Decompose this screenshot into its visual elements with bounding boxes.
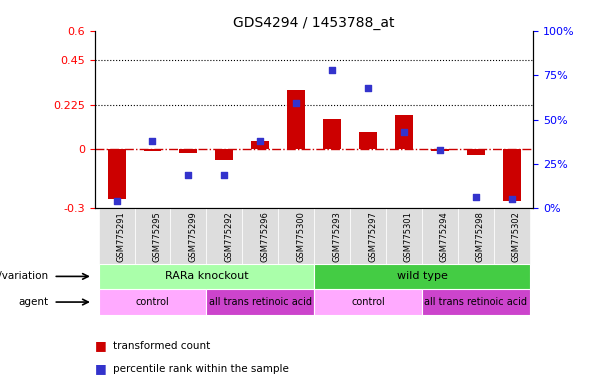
Text: GSM775292: GSM775292 <box>224 211 234 262</box>
Bar <box>170 208 207 263</box>
Text: control: control <box>351 297 385 307</box>
Bar <box>422 289 530 315</box>
Bar <box>143 149 161 151</box>
Text: genotype/variation: genotype/variation <box>0 271 49 281</box>
Text: agent: agent <box>19 297 49 307</box>
Text: GSM775297: GSM775297 <box>368 211 377 262</box>
Bar <box>395 114 413 149</box>
Point <box>112 198 121 204</box>
Bar <box>108 149 126 199</box>
Text: all trans retinoic acid: all trans retinoic acid <box>209 297 312 307</box>
Bar <box>251 141 269 149</box>
Bar <box>350 208 386 263</box>
Point <box>399 129 409 135</box>
Point <box>363 84 373 91</box>
Text: GSM775299: GSM775299 <box>188 211 197 262</box>
Text: GSM775301: GSM775301 <box>404 211 413 262</box>
Point <box>327 67 337 73</box>
Bar <box>99 289 207 315</box>
Bar <box>180 149 197 153</box>
Text: GSM775300: GSM775300 <box>296 211 305 262</box>
Text: transformed count: transformed count <box>113 341 211 351</box>
Point <box>435 147 445 153</box>
Text: control: control <box>135 297 169 307</box>
Bar <box>207 289 314 315</box>
Bar <box>467 149 485 155</box>
Bar <box>359 132 377 149</box>
Text: GSM775291: GSM775291 <box>116 211 126 262</box>
Text: GSM775293: GSM775293 <box>332 211 341 262</box>
Text: ■: ■ <box>95 339 107 352</box>
Bar <box>99 208 134 263</box>
Bar <box>314 289 422 315</box>
Text: wild type: wild type <box>397 271 447 281</box>
Point <box>148 138 158 144</box>
Text: GSM775302: GSM775302 <box>512 211 521 262</box>
Bar <box>314 208 350 263</box>
Point <box>471 194 481 200</box>
Bar <box>287 90 305 149</box>
Text: ■: ■ <box>95 362 107 375</box>
Text: percentile rank within the sample: percentile rank within the sample <box>113 364 289 374</box>
Bar <box>494 208 530 263</box>
Text: RARa knockout: RARa knockout <box>164 271 248 281</box>
Bar <box>314 263 530 289</box>
Bar <box>323 119 341 149</box>
Bar <box>431 149 449 151</box>
Bar <box>215 149 234 160</box>
Text: GSM775295: GSM775295 <box>153 211 161 262</box>
Point <box>256 138 265 144</box>
Bar <box>422 208 458 263</box>
Point <box>219 172 229 178</box>
Bar <box>242 208 278 263</box>
Text: all trans retinoic acid: all trans retinoic acid <box>424 297 527 307</box>
Text: GSM775294: GSM775294 <box>440 211 449 262</box>
Bar <box>386 208 422 263</box>
Point <box>291 99 301 106</box>
Text: GSM775298: GSM775298 <box>476 211 485 262</box>
Point <box>183 172 193 178</box>
Bar <box>278 208 314 263</box>
Bar <box>458 208 494 263</box>
Title: GDS4294 / 1453788_at: GDS4294 / 1453788_at <box>234 16 395 30</box>
Bar <box>99 263 314 289</box>
Point <box>507 195 517 202</box>
Bar <box>503 149 520 202</box>
Bar <box>134 208 170 263</box>
Bar <box>207 208 242 263</box>
Text: GSM775296: GSM775296 <box>261 211 269 262</box>
